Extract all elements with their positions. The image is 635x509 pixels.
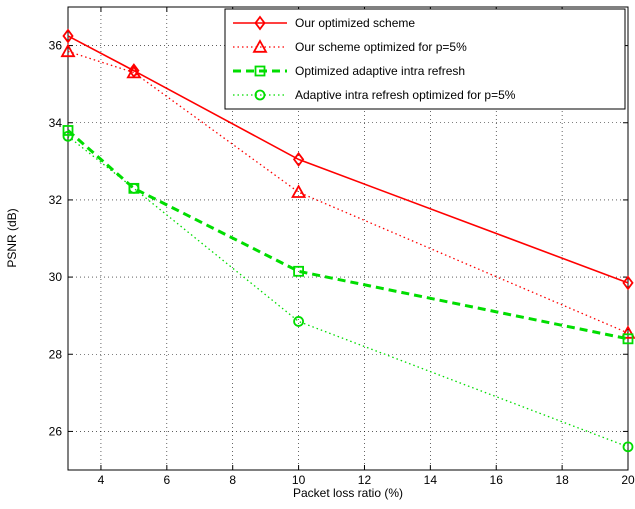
circle-marker [293, 316, 304, 327]
triangle-marker [126, 64, 142, 79]
x-tick-label: 4 [98, 473, 105, 487]
triangle-marker [60, 43, 76, 58]
legend: Our optimized scheme Our scheme optimized… [224, 8, 626, 110]
y-tick-label: 32 [49, 193, 63, 207]
series-line [67, 35, 629, 284]
square-marker [622, 333, 634, 345]
diamond-marker [292, 151, 305, 167]
x-tick-label: 12 [358, 473, 372, 487]
plot-frame [67, 6, 629, 471]
circle-marker [622, 441, 634, 453]
series-group [60, 28, 635, 453]
x-tick-label: 8 [229, 473, 236, 487]
series-4 [62, 130, 634, 453]
x-tick-label: 10 [292, 473, 306, 487]
y-tick-label: 36 [49, 39, 63, 53]
circle-marker [254, 89, 266, 101]
x-tick-label: 6 [163, 473, 170, 487]
triangle-marker [620, 325, 635, 339]
square-marker [254, 65, 266, 77]
legend-label: Optimized adaptive intra refresh [295, 64, 465, 78]
diamond-marker [622, 275, 634, 291]
x-axis-label: Packet loss ratio (%) [293, 486, 403, 500]
y-tick-label: 28 [49, 347, 63, 361]
triangle-marker [291, 184, 307, 198]
diamond-marker [62, 28, 74, 44]
diamond-marker [254, 15, 266, 31]
series-line [67, 135, 629, 448]
legend-label: Our optimized scheme [295, 16, 415, 30]
square-marker [62, 125, 74, 136]
legend-box [224, 8, 626, 110]
y-tick-label: 34 [49, 116, 63, 130]
square-marker [293, 265, 304, 277]
triangle-marker [252, 39, 268, 53]
y-tick-label: 30 [49, 270, 63, 284]
legend-label: Our scheme optimized for p=5% [295, 40, 467, 54]
x-tick-label: 14 [424, 473, 438, 487]
series-line [67, 129, 629, 341]
y-tick-label: 26 [49, 424, 63, 438]
x-tick-label: 20 [621, 473, 635, 487]
circle-marker [128, 182, 140, 194]
y-axis-label: PSNR (dB) [5, 208, 19, 267]
legend-label: Adaptive intra refresh optimized for p=5… [295, 88, 516, 102]
series-2 [60, 43, 635, 339]
circle-marker [62, 130, 74, 142]
x-tick-label: 18 [555, 473, 569, 487]
x-tick-label: 16 [490, 473, 504, 487]
